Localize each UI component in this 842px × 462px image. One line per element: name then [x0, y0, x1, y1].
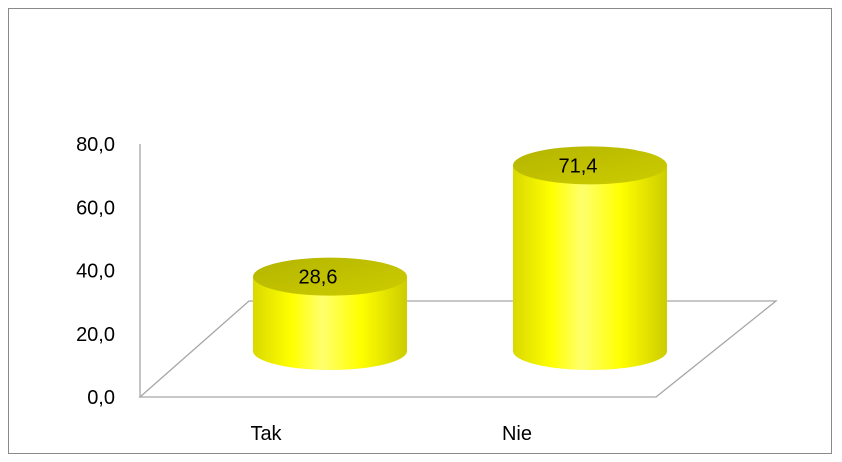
x-tick-label: Nie	[502, 423, 532, 445]
bar-top	[513, 146, 667, 185]
y-tick-label: 60,0	[76, 197, 115, 219]
y-tick-label: 20,0	[76, 324, 115, 346]
y-tick-label: 80,0	[76, 134, 115, 156]
bar-nie: 71,4	[513, 146, 667, 370]
y-tick-label: 0,0	[87, 387, 115, 409]
bar-body	[253, 276, 407, 370]
data-label: 28,6	[299, 267, 338, 289]
chart-frame	[8, 8, 832, 454]
y-tick-label: 40,0	[76, 261, 115, 283]
bar-top	[253, 257, 407, 296]
chart-floor	[138, 300, 778, 398]
bar-body	[513, 165, 667, 370]
bar-tak: 28,6	[253, 257, 407, 370]
x-tick-label: Tak	[250, 423, 282, 445]
data-label: 71,4	[559, 155, 598, 177]
